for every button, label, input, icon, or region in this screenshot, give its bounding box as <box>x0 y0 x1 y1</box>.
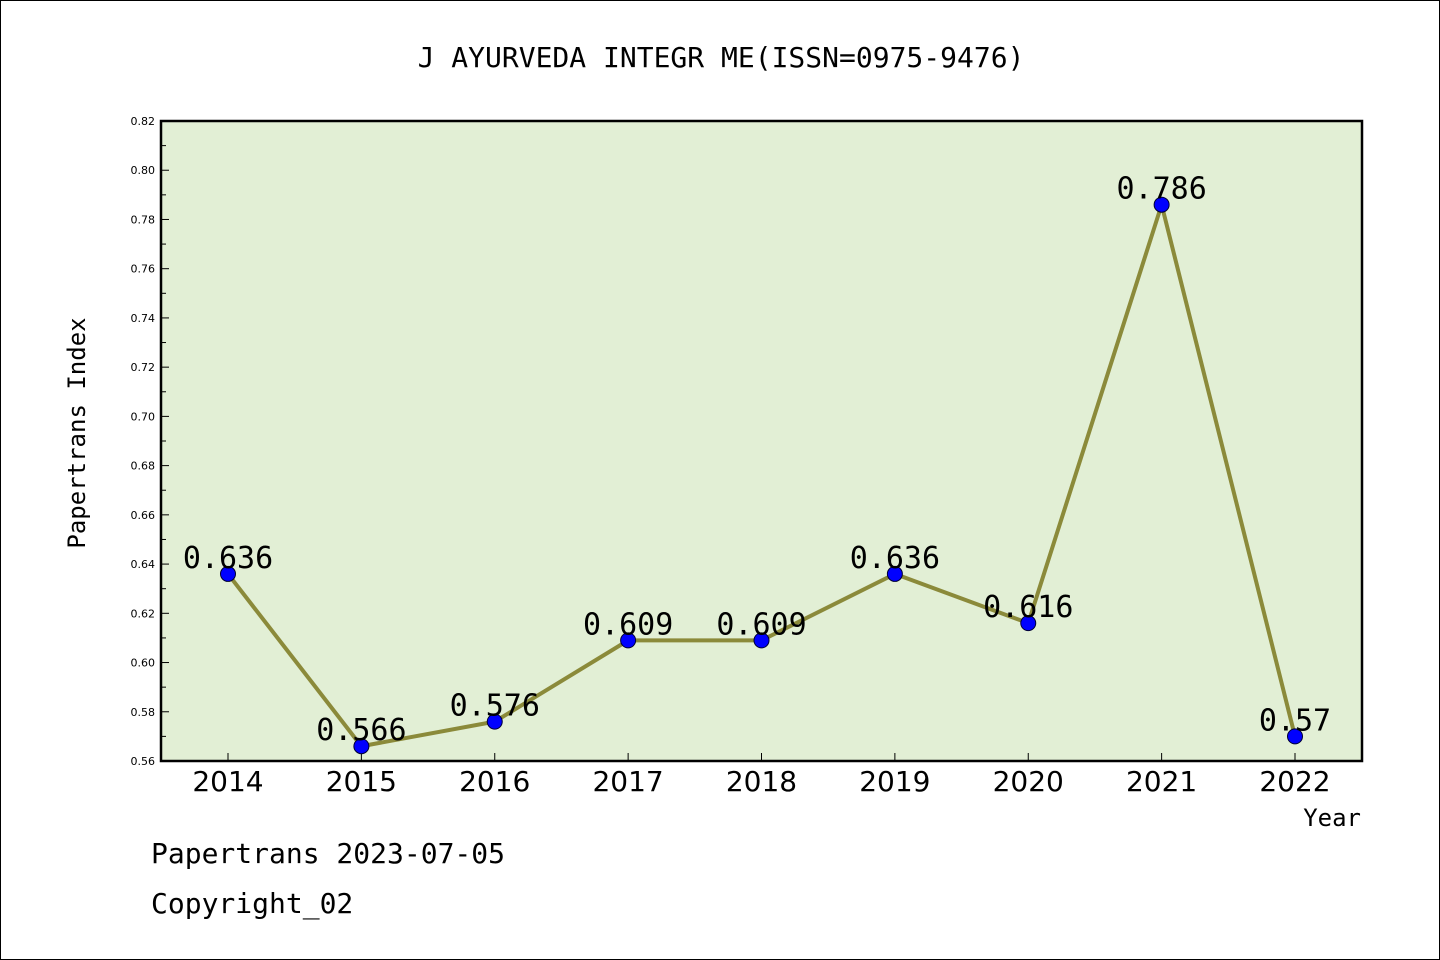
y-tick-label: 0.74 <box>131 312 156 325</box>
data-point-marker <box>620 632 637 649</box>
y-tick-label: 0.72 <box>131 361 156 374</box>
data-label: 0.609 <box>716 607 806 642</box>
y-tick-label: 0.76 <box>131 263 156 276</box>
x-tick-label: 2015 <box>326 765 397 798</box>
y-tick-label: 0.58 <box>131 706 156 719</box>
data-point-marker <box>486 713 503 730</box>
y-tick-label: 0.56 <box>131 755 156 768</box>
data-point-marker <box>753 632 770 649</box>
data-point-marker <box>353 738 370 755</box>
y-tick-label: 0.70 <box>131 410 156 423</box>
plot-frame <box>159 119 1364 763</box>
y-tick-label: 0.66 <box>131 509 156 522</box>
data-label: 0.636 <box>183 541 273 576</box>
data-point-marker <box>220 565 236 582</box>
y-tick-label: 0.80 <box>131 164 156 177</box>
y-axis-label: Papertrans Index <box>63 317 91 548</box>
y-tick-label: 0.68 <box>131 460 156 473</box>
x-tick-label: 2022 <box>1259 765 1330 798</box>
y-tick-label: 0.60 <box>131 657 156 670</box>
chart-title: J AYURVEDA INTEGR ME(ISSN=0975-9476) <box>418 41 1025 74</box>
y-tick-label: 0.64 <box>131 558 156 571</box>
data-point-marker <box>886 565 903 582</box>
data-label: 0.57 <box>1259 703 1331 738</box>
y-tick-label: 0.78 <box>131 213 156 226</box>
y-tick-label: 0.62 <box>131 607 156 620</box>
data-label: 0.566 <box>316 713 406 748</box>
data-point-marker <box>1153 196 1170 213</box>
x-axis-label: Year <box>1303 804 1361 832</box>
data-point-marker <box>1287 728 1303 745</box>
x-tick-label: 2016 <box>459 765 530 798</box>
x-tick-label: 2019 <box>859 765 930 798</box>
x-tick-label: 2021 <box>1126 765 1197 798</box>
data-label: 0.636 <box>850 541 940 576</box>
data-label: 0.576 <box>450 689 540 724</box>
data-point-marker <box>1020 615 1037 632</box>
x-tick-label: 2017 <box>592 765 663 798</box>
data-label: 0.786 <box>1116 172 1206 207</box>
footer-date: Papertrans 2023-07-05 <box>151 837 506 870</box>
x-tick-label: 2020 <box>993 765 1064 798</box>
footer-copyright: Copyright_02 <box>151 887 354 920</box>
x-tick-label: 2018 <box>726 765 797 798</box>
data-label: 0.609 <box>583 607 673 642</box>
y-tick-label: 0.82 <box>131 115 156 128</box>
plot-area <box>161 121 1362 761</box>
x-tick-label: 2014 <box>192 765 263 798</box>
data-label: 0.616 <box>983 590 1073 625</box>
